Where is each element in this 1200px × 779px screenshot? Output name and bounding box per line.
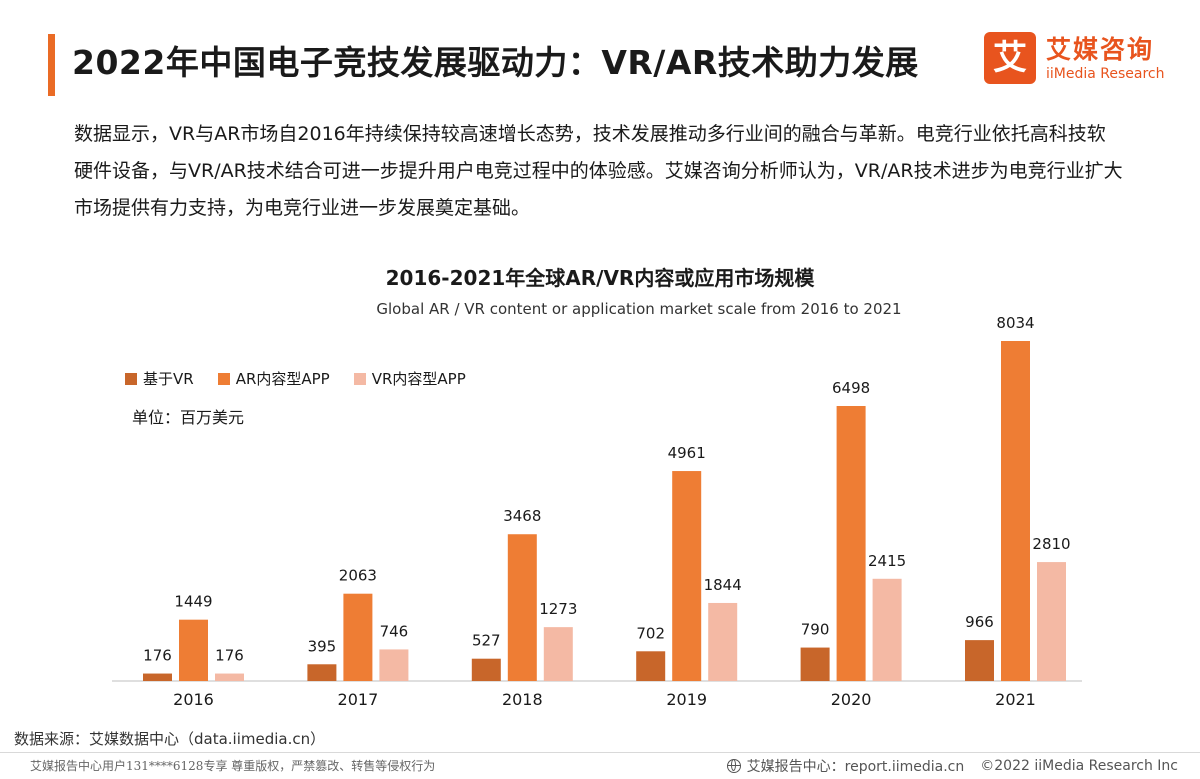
data-label-2020-series-0: 790	[801, 621, 830, 639]
data-label-2019-series-1: 4961	[668, 444, 706, 462]
data-label-2019-series-2: 1844	[704, 576, 742, 594]
iimedia-logo: 艾 艾媒咨询 iiMedia Research	[984, 30, 1184, 90]
logo-english-text: iiMedia Research	[1046, 66, 1165, 82]
description-paragraph: 数据显示，VR与AR市场自2016年持续保持较高速增长态势，技术发展推动多行业间…	[74, 123, 1123, 219]
footer-report-link[interactable]: 艾媒报告中心：report.iimedia.cn	[746, 759, 965, 775]
chart-title: 2016-2021年全球AR/VR内容或应用市场规模	[385, 266, 815, 290]
data-label-2019-series-0: 702	[636, 624, 665, 642]
legend-swatch	[217, 372, 230, 385]
data-label-2018-series-0: 527	[472, 632, 501, 650]
bar-2018-series-1	[507, 534, 537, 681]
bar-2017-series-1	[343, 593, 373, 681]
x-tick-label-2017: 2017	[338, 690, 379, 709]
bar-2016-series-1	[179, 619, 208, 681]
legend-item-vr-base: 基于VR	[125, 368, 194, 389]
chart-legend: 基于VR AR内容型APP VR内容型APP	[125, 368, 466, 389]
bar-2016-series-0	[143, 673, 172, 681]
legend-swatch	[353, 372, 366, 385]
bar-2017-series-2	[379, 649, 409, 681]
x-tick-label-2020: 2020	[831, 690, 872, 709]
bar-2019-series-0	[636, 651, 666, 681]
page-title: 2022年中国电子竞技发展驱动力：VR/AR技术助力发展	[72, 43, 919, 82]
bar-2016-series-2	[215, 673, 244, 681]
bar-2020-series-0	[800, 647, 830, 681]
bar-2019-series-1	[672, 471, 702, 681]
data-label-2020-series-2: 2415	[868, 552, 906, 570]
unit-label: 单位：百万美元	[132, 408, 245, 427]
chart-subtitle: Global AR / VR content or application ma…	[376, 300, 902, 318]
logo-mark: 艾	[984, 32, 1036, 84]
bar-2021-series-0	[965, 640, 994, 681]
bar-2017-series-0	[307, 664, 337, 681]
x-tick-label-2021: 2021	[995, 690, 1036, 709]
footer-right: 艾媒报告中心：report.iimedia.cn ©2022 iiMedia R…	[726, 756, 1178, 776]
data-label-2021-series-0: 966	[965, 613, 994, 631]
data-label-2016-series-1: 1449	[174, 593, 212, 611]
data-label-2021-series-1: 8034	[996, 314, 1034, 332]
bar-2020-series-2	[872, 578, 902, 681]
x-tick-label-2019: 2019	[666, 690, 707, 709]
legend-label: VR内容型APP	[371, 370, 466, 388]
data-label-2017-series-2: 746	[380, 622, 409, 640]
data-label-2021-series-2: 2810	[1032, 535, 1070, 553]
footer-divider	[0, 752, 1200, 753]
x-tick-label-2018: 2018	[502, 690, 543, 709]
data-label-2017-series-1: 2063	[339, 567, 377, 585]
data-label-2017-series-0: 395	[308, 637, 337, 655]
data-label-2016-series-2: 176	[215, 647, 244, 665]
bar-2021-series-1	[1001, 341, 1030, 681]
data-label-2018-series-2: 1273	[539, 600, 577, 618]
data-label-2020-series-1: 6498	[832, 379, 870, 397]
data-label-2016-series-0: 176	[143, 647, 172, 665]
legend-label: 基于VR	[143, 370, 194, 388]
bar-2018-series-0	[471, 658, 501, 681]
bar-2020-series-1	[836, 406, 866, 681]
globe-icon	[726, 759, 741, 773]
bar-2021-series-2	[1037, 562, 1066, 681]
data-label-2018-series-1: 3468	[503, 507, 541, 525]
legend-item-ar-app: AR内容型APP	[217, 368, 330, 389]
legend-swatch	[125, 372, 137, 385]
bar-2019-series-2	[708, 602, 738, 681]
legend-item-vr-app: VR内容型APP	[353, 368, 466, 389]
footer-copyright-notice: 艾媒报告中心用户131****6128专享 尊重版权，严禁篡改、转售等侵权行为	[30, 759, 436, 773]
logo-chinese-text: 艾媒咨询	[1046, 35, 1155, 64]
x-tick-label-2016: 2016	[173, 690, 214, 709]
title-accent-bar	[48, 34, 55, 96]
data-source: 数据来源：艾媒数据中心（data.iimedia.cn）	[14, 730, 326, 748]
bar-2018-series-2	[543, 627, 573, 681]
legend-label: AR内容型APP	[235, 370, 330, 388]
footer-copyright: ©2022 iiMedia Research Inc	[980, 758, 1178, 774]
